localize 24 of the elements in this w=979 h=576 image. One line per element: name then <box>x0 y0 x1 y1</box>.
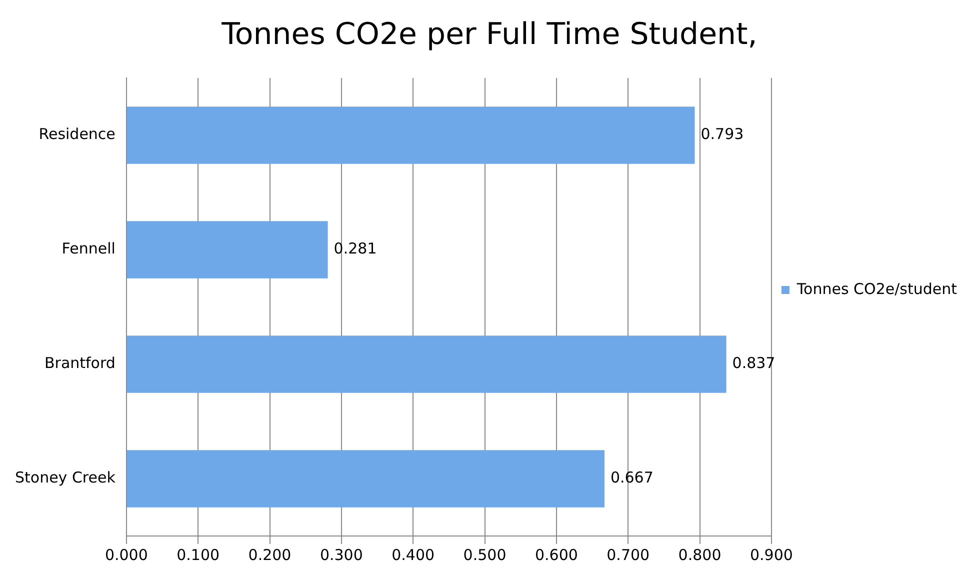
x-tick-label: 0.900 <box>750 546 793 564</box>
y-tick-label: Stoney Creek <box>14 468 116 487</box>
x-tick-label: 0.400 <box>392 546 435 564</box>
bar <box>126 450 604 508</box>
bar <box>126 221 328 278</box>
bar <box>126 336 726 393</box>
x-tick-label: 0.300 <box>320 546 363 564</box>
data-label: 0.667 <box>610 468 654 487</box>
x-tick-label: 0.600 <box>534 546 578 564</box>
x-tick-label: 0.500 <box>463 546 506 564</box>
x-tick-label: 0.200 <box>248 546 292 564</box>
data-label: 0.837 <box>732 354 776 372</box>
y-tick-label: Residence <box>38 125 116 144</box>
x-tick-label: 0.100 <box>176 546 220 564</box>
y-tick-label: Fennell <box>62 240 116 258</box>
bar <box>126 106 695 164</box>
data-label: 0.793 <box>700 125 744 144</box>
chart-title: Tonnes CO2e per Full Time Student, <box>220 16 758 52</box>
x-tick-label: 0.800 <box>678 546 722 564</box>
data-label: 0.281 <box>334 240 377 258</box>
legend-label: Tonnes CO2e/student <box>796 280 958 298</box>
y-tick-label: Brantford <box>44 354 116 372</box>
x-tick-label: 0.000 <box>104 546 148 564</box>
x-tick-label: 0.700 <box>606 546 650 564</box>
